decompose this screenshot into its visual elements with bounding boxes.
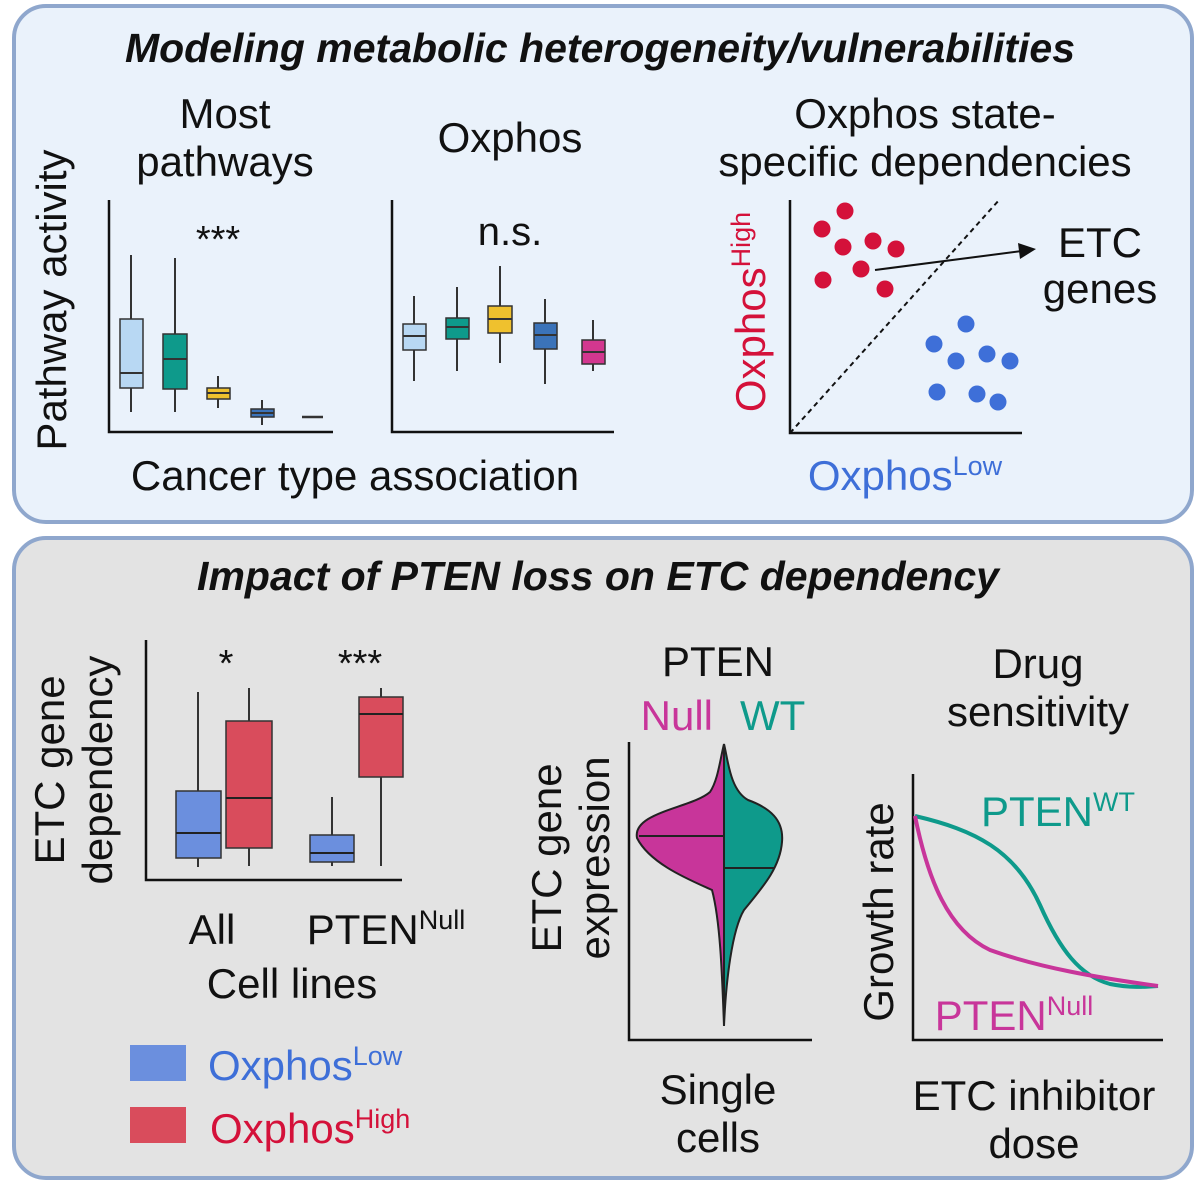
drug-axes	[911, 774, 1163, 1042]
oxphos-box-5	[581, 320, 606, 371]
legend-label-low: OxphosLow	[208, 1041, 403, 1089]
oxphos-high-points	[813, 202, 905, 298]
legend-label-high: OxphosHigh	[210, 1104, 410, 1152]
category-pten-null: PTENNull	[307, 905, 466, 953]
pten-title: PTEN	[662, 638, 774, 685]
scatter-x-label: OxphosLow	[808, 451, 1003, 499]
violin-axes	[627, 742, 812, 1042]
most-pathways-box-2	[162, 258, 188, 412]
etc-genes-arrow	[874, 243, 1036, 271]
most-pathways-box-1	[119, 255, 144, 412]
dependency-box-null-low	[309, 797, 355, 866]
etc-inhibitor-dose-line1: ETC inhibitor	[913, 1072, 1156, 1119]
most-pathways-box-3	[206, 376, 231, 408]
curve-label-null: PTENNull	[935, 991, 1094, 1039]
drug-sensitivity-line2: sensitivity	[947, 688, 1129, 735]
etc-genes-label-line2: genes	[1043, 265, 1157, 312]
violin-pten-null	[635, 743, 724, 1027]
dependency-box-null-high	[358, 688, 404, 866]
dependency-box-all-high	[225, 688, 273, 866]
dependency-box-all-low	[175, 692, 222, 867]
legend-swatch-low	[130, 1045, 186, 1081]
oxphos-title: Oxphos	[438, 114, 583, 161]
oxphos-significance: n.s.	[478, 210, 542, 254]
dependency-y-label-line2: dependency	[74, 656, 121, 885]
curve-label-wt: PTENWT	[981, 787, 1135, 835]
oxphos-box-2	[445, 287, 470, 371]
oxphos-box-1	[402, 296, 427, 381]
scatter-y-label: OxphosHigh	[726, 212, 774, 412]
curve-pten-wt	[914, 814, 1159, 989]
dependency-axes	[144, 640, 402, 882]
most-pathways-box-4	[250, 400, 275, 425]
most-pathways-axes	[107, 200, 333, 434]
expression-y-label-line1: ETC gene	[523, 763, 570, 952]
oxphos-box-4	[533, 299, 558, 384]
drug-sensitivity-line1: Drug	[992, 640, 1083, 687]
dependency-y-label-line1: ETC gene	[26, 675, 73, 864]
category-all: All	[189, 906, 236, 953]
oxphos-low-points	[925, 315, 1019, 411]
most-pathways-significance: ***	[196, 219, 241, 261]
curve-pten-null	[913, 815, 1159, 988]
cancer-type-association-label: Cancer type association	[131, 452, 579, 499]
violin-pten-wt	[724, 743, 784, 1027]
single-cells-line2: cells	[676, 1114, 760, 1161]
cell-lines-label: Cell lines	[207, 960, 377, 1007]
scatter-diagonal	[789, 198, 1001, 434]
most-pathways-title-line1: Most	[179, 90, 270, 137]
pathway-activity-label: Pathway activity	[28, 149, 75, 450]
top-panel	[12, 4, 1194, 524]
null-label: Null	[641, 692, 713, 739]
most-pathways-title-line2: pathways	[136, 138, 313, 185]
bottom-panel-title: Impact of PTEN loss on ETC dependency	[197, 553, 1001, 599]
oxphos-box-3	[487, 266, 513, 363]
state-title-line1: Oxphos state-	[794, 90, 1055, 137]
single-cells-line1: Single	[660, 1066, 777, 1113]
legend-swatch-high	[130, 1107, 186, 1143]
expression-y-label-line2: expression	[571, 756, 618, 959]
top-panel-title: Modeling metabolic heterogeneity/vulnera…	[125, 25, 1075, 71]
wt-label: WT	[740, 692, 805, 739]
state-title-line2: specific dependencies	[718, 138, 1131, 185]
etc-genes-label-line1: ETC	[1058, 219, 1142, 266]
etc-inhibitor-dose-line2: dose	[988, 1120, 1079, 1167]
oxphos-axes	[390, 200, 614, 434]
growth-rate-label: Growth rate	[855, 802, 902, 1021]
dependency-sig-null: ***	[338, 643, 383, 685]
dependency-sig-all: *	[219, 643, 234, 685]
